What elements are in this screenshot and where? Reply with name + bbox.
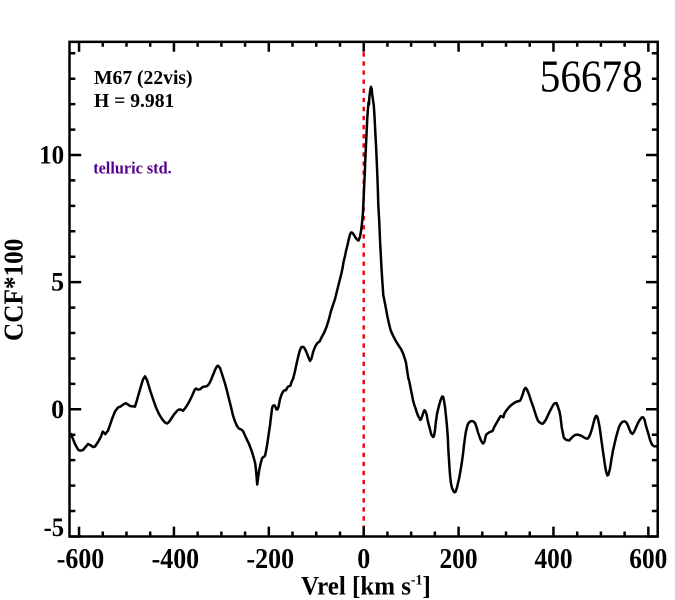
svg-text:CCF*100: CCF*100 (0, 239, 29, 341)
svg-text:5: 5 (51, 267, 64, 297)
svg-text:10: 10 (39, 140, 64, 170)
svg-text:-5: -5 (44, 512, 65, 542)
svg-text:56678: 56678 (540, 51, 643, 101)
svg-text:200: 200 (440, 544, 478, 575)
svg-text:600: 600 (629, 544, 667, 575)
svg-text:400: 400 (535, 544, 573, 575)
svg-text:0: 0 (357, 544, 370, 575)
svg-text:Vrel [km s-1]: Vrel [km s-1] (301, 571, 431, 600)
svg-text:telluric std.: telluric std. (93, 158, 172, 177)
svg-text:0: 0 (51, 394, 64, 424)
svg-text:-200: -200 (247, 544, 295, 575)
svg-text:M67 (22vis): M67 (22vis) (94, 67, 193, 89)
svg-text:-400: -400 (152, 544, 200, 575)
svg-text:-600: -600 (57, 544, 105, 575)
svg-text:H = 9.981: H = 9.981 (94, 91, 174, 112)
